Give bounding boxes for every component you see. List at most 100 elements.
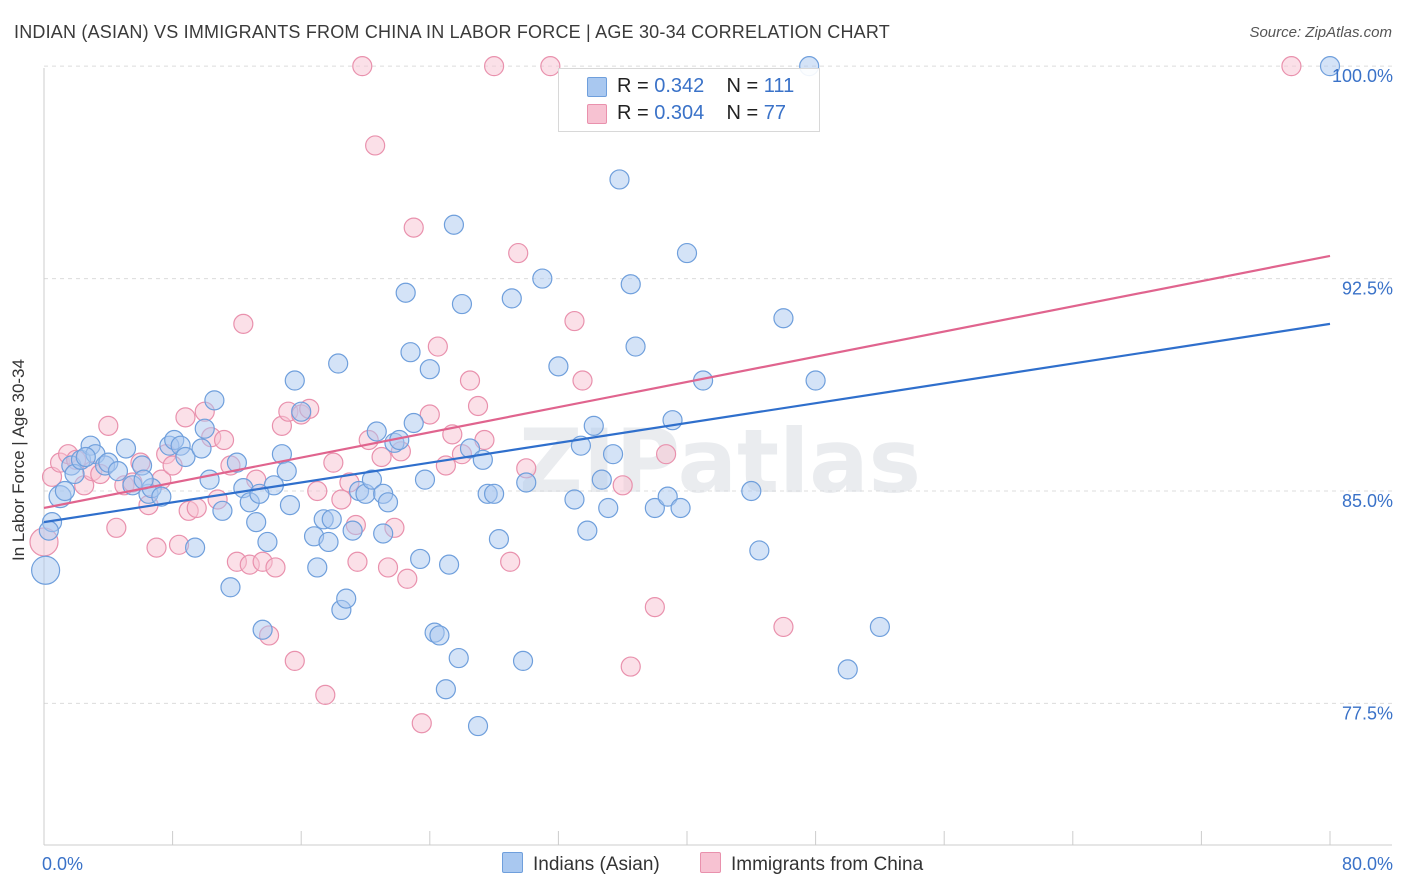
data-point-indians [516,472,537,493]
data-point-indians [773,308,794,329]
data-point-indians [307,557,328,578]
data-point-china [331,489,352,510]
data-point-china [644,596,665,618]
data-point-china [106,517,127,538]
data-point-indians [252,619,273,640]
data-point-indians [676,242,698,264]
data-point-china [213,429,235,451]
data-point-china [403,217,424,238]
legend-n-value: 77 [763,102,787,124]
data-point-china [347,551,368,572]
stats-legend: R = 0.342 N = 111 R = 0.304 N = 77 [558,68,820,132]
series-indians-points [31,56,1341,737]
data-point-indians [38,520,59,541]
data-point-indians [342,520,363,541]
data-point-china [419,404,440,425]
data-point-indians [749,540,770,561]
data-point-indians [410,548,431,570]
x-tick-labels: 0.0% 80.0% [42,854,1393,874]
data-point-indians [512,650,534,672]
data-point-china [656,444,677,465]
data-point-indians [151,486,172,507]
data-point-indians [625,336,646,357]
trend-lines [43,254,1331,524]
data-point-indians [336,588,357,609]
data-point-indians [194,418,215,439]
data-point-indians [741,480,762,502]
trend-line-indians [43,322,1331,524]
data-point-china [186,497,207,519]
data-point-china [365,135,386,156]
data-point-indians [400,342,421,363]
data-point-indians [204,390,225,411]
data-point-china [459,370,481,391]
data-point-indians [644,497,665,519]
data-point-indians [577,520,598,541]
data-point-indians [467,715,489,737]
data-point-china [620,656,641,677]
data-point-indians [484,483,505,504]
data-point-indians [419,359,440,380]
data-point-indians [284,370,305,391]
y-axis-label: In Labor Force | Age 30-34 [9,359,28,561]
gridlines [44,65,1392,704]
bottom-legend-label: Indians (Asian) [533,854,660,875]
trend-line-china [43,254,1331,510]
data-point-china [1281,56,1302,77]
data-point-indians [212,500,233,521]
bottom-legend-swatch-blue [502,852,523,873]
data-point-indians [443,214,465,235]
data-point-indians [31,555,61,585]
data-point-indians [377,492,399,513]
data-point-china [146,537,167,558]
data-point-indians [257,531,278,553]
source-credit: Source: ZipAtlas.com [1249,24,1392,41]
legend-n-label: N = [726,75,759,97]
data-point-indians [548,356,569,377]
x-tick-label: 80.0% [1342,854,1393,874]
bottom-legend-indians: Indians (Asian) [502,852,660,876]
data-point-china [484,56,505,77]
data-point-indians [361,469,383,490]
data-point-china [377,557,399,578]
data-point-china [500,551,521,572]
data-point-china [352,56,373,77]
data-point-indians [107,461,129,482]
data-point-indians [403,412,424,434]
data-point-china [98,415,119,436]
chart-title: INDIAN (ASIAN) VS IMMIGRANTS FROM CHINA … [14,22,890,42]
data-point-indians [837,659,858,680]
data-point-china [467,395,489,417]
y-tick-labels: 77.5% 85.0% 92.5% 100.0% [1332,66,1393,723]
data-point-indians [328,353,349,374]
data-point-indians [175,446,196,468]
data-point-indians [620,274,641,295]
data-point-indians [583,415,604,436]
data-point-china [508,242,529,264]
bottom-legend-china: Immigrants from China [700,852,923,876]
data-point-china [411,713,432,734]
data-point-indians [220,577,241,598]
legend-r-label: R = [617,75,649,97]
data-point-china [233,313,254,334]
data-point-indians [373,523,394,544]
legend-r-value: 0.304 [654,102,705,124]
data-point-china [265,557,286,578]
y-tick-label: 92.5% [1342,279,1393,299]
data-point-indians [185,537,206,558]
data-point-indians [276,461,297,482]
data-point-indians [438,554,460,575]
y-tick-label: 100.0% [1332,66,1393,86]
data-point-indians [501,288,522,309]
data-point-china [371,446,392,468]
bottom-legend-swatch-pink [700,852,721,873]
data-point-indians [54,480,75,502]
data-point-china [564,310,585,332]
data-point-indians [279,495,301,516]
legend-r-value: 0.342 [654,75,705,97]
data-point-indians [291,401,312,422]
y-tick-label: 77.5% [1342,703,1393,723]
bottom-legend-label: Immigrants from China [731,854,924,875]
data-point-indians [451,293,473,315]
